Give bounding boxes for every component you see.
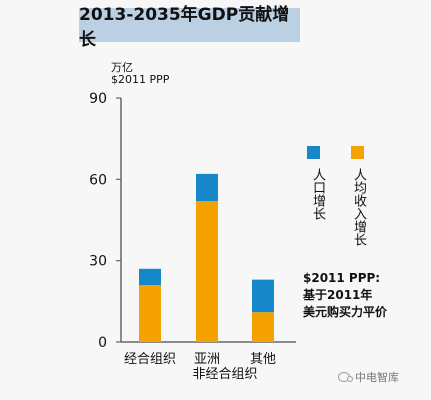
ppp-note-line-2: 基于2011年 — [303, 288, 373, 302]
bar-income-1 — [196, 201, 218, 342]
category-label-0: 经合组织 — [124, 352, 176, 367]
subcategory-label: 非经合组织 — [192, 367, 257, 382]
ppp-note-line-3: 美元购买力平价 — [303, 305, 388, 319]
watermark-text: 中电智库 — [355, 371, 399, 384]
watermark: 中电智库 — [338, 369, 399, 385]
bar-population-1 — [196, 173, 218, 202]
unit-label-line-1: 万亿 — [111, 61, 133, 74]
legend-label-income: 人均收入增长 — [351, 168, 366, 246]
y-tick-label-0: 0 — [98, 335, 107, 351]
legend-label-population: 人口增长 — [310, 168, 325, 220]
chart-title: 2013-2035年GDP贡献增长 — [79, 5, 300, 50]
y-ticks-group: 0 30 60 90 — [89, 91, 121, 351]
legend-swatch-population — [307, 146, 320, 159]
bars-group — [139, 173, 274, 342]
unit-label-line-2: $2011 PPP — [111, 73, 170, 86]
y-tick-label-2: 60 — [89, 172, 107, 188]
y-tick-label-1: 30 — [89, 254, 107, 270]
bar-population-2 — [252, 279, 274, 313]
legend-swatches-group — [307, 146, 364, 159]
legend-swatch-income — [351, 146, 364, 159]
wechat-icon — [338, 372, 353, 382]
ppp-note: $2011 PPP: 基于2011年 美元购买力平价 — [303, 270, 411, 321]
category-label-1: 亚洲 — [194, 352, 220, 367]
bar-population-0 — [139, 268, 161, 286]
y-tick-label-3: 90 — [89, 91, 107, 107]
bar-income-2 — [252, 312, 274, 342]
ppp-note-line-1: $2011 PPP: — [303, 271, 381, 285]
bar-income-0 — [139, 285, 161, 342]
category-label-2: 其他 — [250, 352, 276, 367]
